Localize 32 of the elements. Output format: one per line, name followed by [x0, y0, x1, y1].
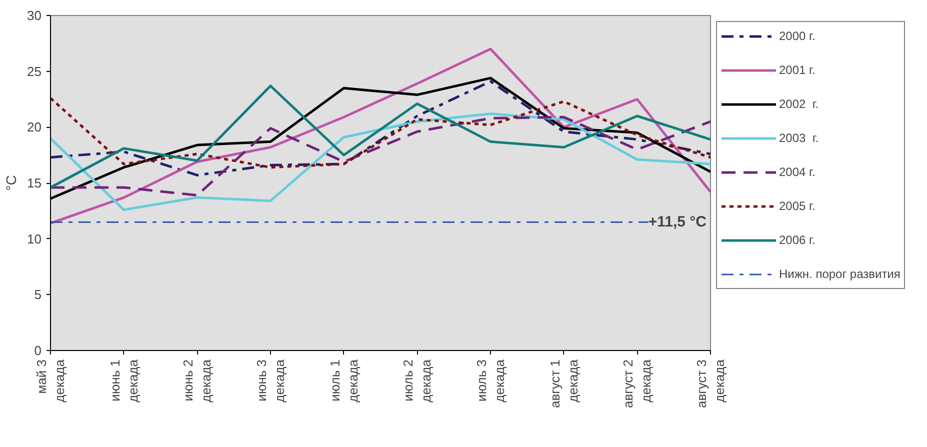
legend-label: 2005 г.: [779, 199, 816, 213]
x-tick-label: август 3 декада: [694, 358, 727, 408]
y-axis-title: °C: [3, 175, 20, 191]
y-tick-label: 10: [27, 231, 42, 246]
y-tick-label: 15: [27, 176, 42, 190]
legend-label: 2001 г.: [779, 63, 816, 77]
x-tick-label: июль 2 декада: [400, 358, 434, 402]
legend-label: 2006 г.: [779, 233, 816, 247]
line-series: [50, 96, 710, 169]
line-series: [50, 112, 710, 212]
x-tick-label: июнь 3 декада: [254, 358, 287, 402]
x-tick-label: июль 3 декада: [474, 358, 507, 402]
y-tick-label: 30: [27, 8, 42, 23]
x-tick-label: июнь 2 декада: [180, 358, 214, 402]
x-tick-label: май 3 декада: [34, 358, 67, 402]
annotation: +11,5 °C: [648, 214, 707, 231]
y-tick-label: 20: [27, 120, 42, 135]
x-tick-label: июль 1 декада: [327, 358, 360, 402]
y-tick-label: 0: [34, 343, 42, 358]
legend-label: 2004 г.: [779, 165, 816, 179]
line-series: [50, 116, 710, 197]
x-tick-label: август 1 декада: [547, 358, 580, 408]
legend-label: 2000 г.: [779, 29, 816, 43]
legend-label: 2003 г.: [779, 131, 820, 145]
x-tick-label: июнь 1 декада: [107, 358, 140, 402]
legend-label: 2002 г.: [779, 97, 820, 111]
x-tick-label: август 2 декада: [620, 358, 654, 408]
y-tick-label: 5: [34, 287, 42, 302]
line-series: [50, 80, 710, 176]
line-series: [50, 84, 710, 189]
legend-label: Нижн. порог развития: [779, 267, 900, 281]
y-tick-label: 25: [27, 64, 42, 79]
